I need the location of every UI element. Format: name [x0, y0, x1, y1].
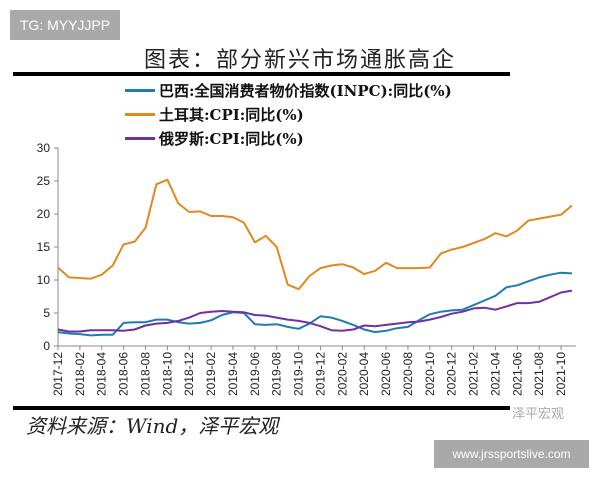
legend-swatch: [125, 88, 155, 92]
chart-title: 图表：部分新兴市场通胀高企: [143, 48, 456, 73]
x-tick-label: 2020-04: [357, 352, 371, 396]
top-rule: [13, 72, 510, 76]
x-tick-label: 2020-10: [423, 352, 437, 396]
legend: 巴西:全国消费者物价指数(INPC):同比(%) 土耳其:CPI:同比(%) 俄…: [125, 78, 452, 150]
y-tick-label: 20: [37, 207, 51, 221]
x-tick-label: 2020-02: [335, 352, 349, 396]
legend-item: 俄罗斯:CPI:同比(%): [125, 126, 452, 150]
legend-swatch: [125, 112, 155, 116]
x-tick-label: 2021-08: [532, 352, 546, 396]
y-tick-label: 5: [43, 306, 50, 320]
x-tick-label: 2020-08: [401, 352, 415, 396]
x-tick-label: 2017-12: [51, 352, 65, 396]
x-tick-label: 2019-04: [226, 352, 240, 396]
x-tick-label: 2019-10: [292, 352, 306, 396]
series-line-2: [57, 289, 573, 333]
legend-label: 俄罗斯:CPI:同比(%): [159, 129, 304, 148]
x-tick-label: 2018-08: [138, 352, 152, 396]
legend-item: 巴西:全国消费者物价指数(INPC):同比(%): [125, 78, 452, 102]
x-tick-label: 2018-04: [95, 352, 109, 396]
legend-item: 土耳其:CPI:同比(%): [125, 102, 452, 126]
source-note: 资料来源：Wind，泽平宏观: [26, 414, 279, 438]
x-tick-label: 2019-08: [270, 352, 284, 396]
x-tick-label: 2020-06: [379, 352, 393, 396]
legend-label: 巴西:全国消费者物价指数(INPC):同比(%): [159, 81, 452, 100]
y-tick-label: 30: [37, 141, 51, 155]
x-tick-label: 2018-12: [182, 352, 196, 396]
x-tick-label: 2021-06: [510, 352, 524, 396]
x-tick-label: 2018-06: [117, 352, 131, 396]
x-tick-label: 2021-02: [467, 352, 481, 396]
series-line-1: [57, 178, 573, 291]
y-tick-label: 10: [37, 273, 51, 287]
x-tick-label: 2019-12: [313, 352, 327, 396]
watermark-bottom: www.jrssportslive.com: [434, 440, 589, 468]
x-tick-label: 2019-06: [248, 352, 262, 396]
y-tick-label: 0: [43, 339, 50, 353]
x-tick-label: 2019-02: [204, 352, 218, 396]
bottom-rule: [13, 406, 510, 410]
watermark-top: TG: MYYJJPP: [10, 10, 120, 40]
legend-label: 土耳其:CPI:同比(%): [159, 105, 304, 124]
series-line-0: [57, 271, 573, 337]
x-tick-label: 2018-10: [160, 352, 174, 396]
y-tick-label: 15: [37, 240, 51, 254]
x-tick-label: 2021-04: [488, 352, 502, 396]
x-tick-label: 2020-12: [445, 352, 459, 396]
x-tick-label: 2021-10: [554, 352, 568, 396]
x-tick-label: 2018-02: [73, 352, 87, 396]
legend-swatch: [125, 136, 155, 140]
watermark-logo: 泽平宏观: [512, 407, 565, 422]
y-tick-label: 25: [37, 174, 51, 188]
